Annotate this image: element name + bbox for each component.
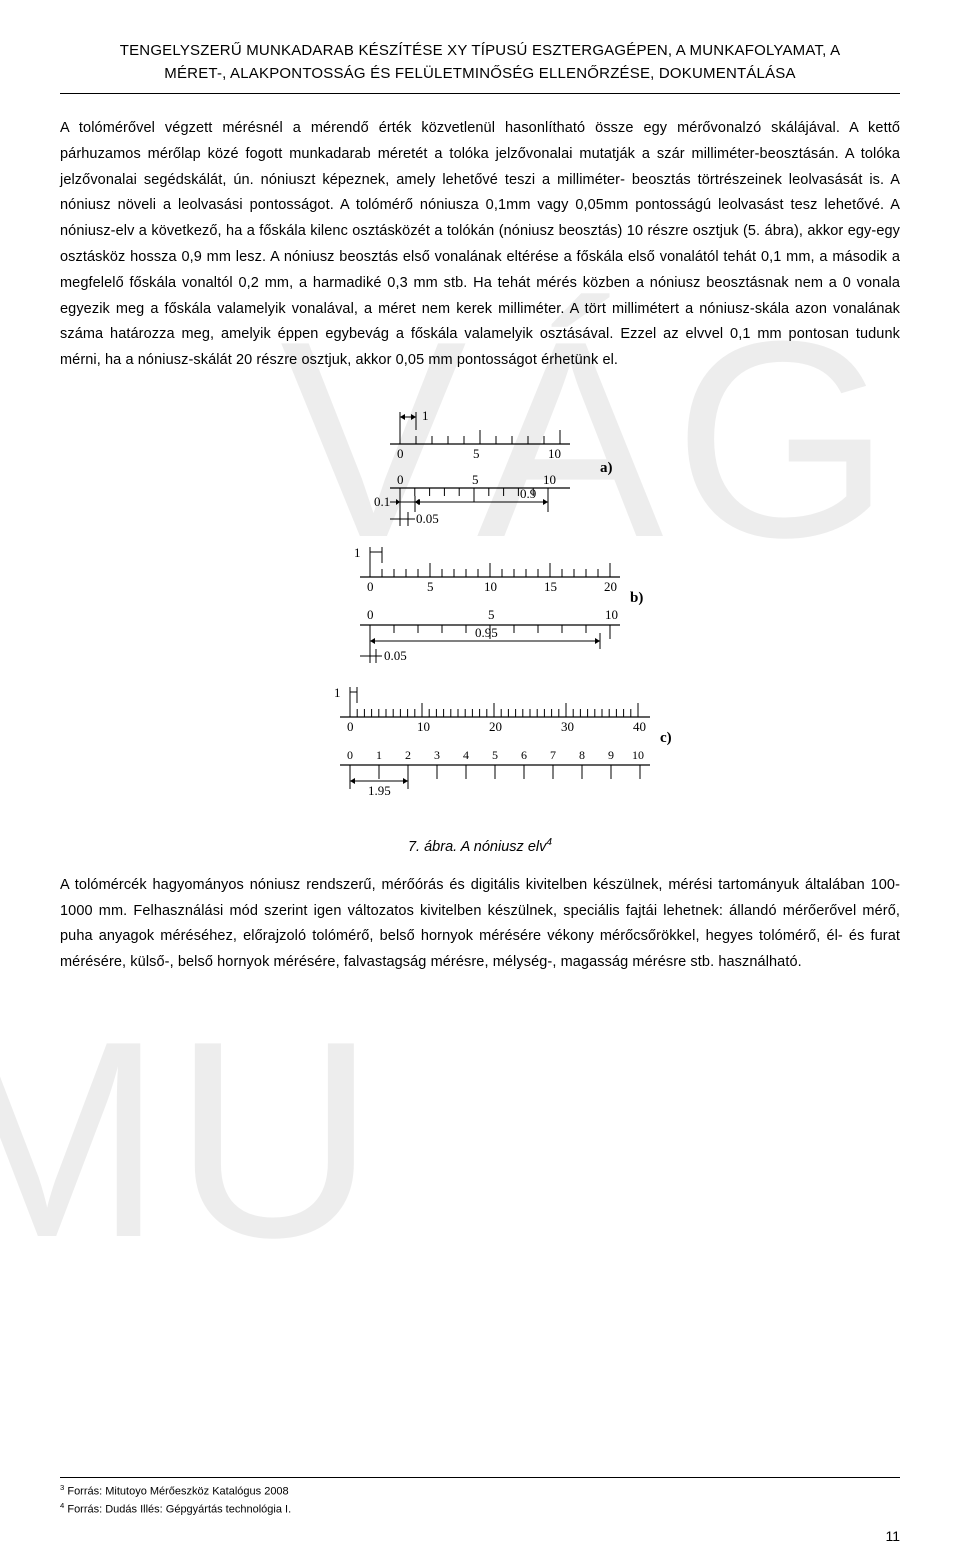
watermark-text: MU (0, 980, 385, 1301)
page-header: TENGELYSZERŰ MUNKADARAB KÉSZÍTÉSE XY TÍP… (60, 40, 900, 94)
figure-caption: 7. ábra. A nóniusz elv4 (60, 837, 900, 855)
header-line-1: TENGELYSZERŰ MUNKADARAB KÉSZÍTÉSE XY TÍP… (60, 40, 900, 63)
svg-text:7: 7 (550, 748, 556, 762)
svg-text:0: 0 (347, 719, 354, 734)
svg-text:1.95: 1.95 (368, 783, 391, 798)
paragraph-2: A tolómércék hagyományos nóniusz rendsze… (60, 873, 900, 976)
svg-text:10: 10 (484, 579, 497, 594)
svg-text:40: 40 (633, 719, 646, 734)
svg-text:10: 10 (632, 748, 644, 762)
svg-text:0: 0 (347, 748, 353, 762)
svg-text:0.1: 0.1 (374, 494, 390, 509)
svg-text:5: 5 (427, 579, 434, 594)
svg-text:3: 3 (434, 748, 440, 762)
svg-text:2: 2 (405, 748, 411, 762)
footnote-4: 4 Forrás: Dudás Illés: Gépgyártás techno… (60, 1500, 900, 1518)
footnotes: 3 Forrás: Mitutoyo Mérőeszköz Katalógus … (60, 1477, 900, 1518)
dim-1-a: 1 (422, 408, 429, 423)
svg-text:5: 5 (488, 607, 495, 622)
label-a: a) (600, 460, 613, 476)
svg-text:0: 0 (367, 607, 374, 622)
paragraph-1: A tolómérővel végzett mérésnél a mérendő… (60, 116, 900, 374)
svg-text:1: 1 (334, 685, 341, 700)
vernier-diagram-svg: 1 0 5 10 0 5 10 0.1 (270, 402, 690, 822)
label-c: c) (660, 730, 672, 746)
svg-text:20: 20 (489, 719, 502, 734)
svg-text:8: 8 (579, 748, 585, 762)
svg-text:4: 4 (463, 748, 469, 762)
svg-text:30: 30 (561, 719, 574, 734)
svg-text:20: 20 (604, 579, 617, 594)
svg-text:1: 1 (376, 748, 382, 762)
svg-text:0.9: 0.9 (520, 486, 536, 501)
svg-text:5: 5 (492, 748, 498, 762)
page-number: 11 (885, 1528, 900, 1544)
svg-text:0.95: 0.95 (475, 625, 498, 640)
svg-text:0: 0 (397, 446, 404, 461)
footnote-3: 3 Forrás: Mitutoyo Mérőeszköz Katalógus … (60, 1482, 900, 1500)
svg-text:6: 6 (521, 748, 527, 762)
svg-text:0: 0 (397, 472, 404, 487)
svg-text:9: 9 (608, 748, 614, 762)
svg-text:10: 10 (543, 472, 556, 487)
figure-7: 1 0 5 10 0 5 10 0.1 (60, 402, 900, 855)
header-line-2: MÉRET-, ALAKPONTOSSÁG ÉS FELÜLETMINŐSÉG … (60, 63, 900, 86)
svg-text:0.05: 0.05 (416, 511, 439, 526)
svg-text:10: 10 (605, 607, 618, 622)
svg-text:0: 0 (367, 579, 374, 594)
svg-text:1: 1 (354, 545, 361, 560)
svg-text:10: 10 (417, 719, 430, 734)
svg-text:15: 15 (544, 579, 557, 594)
svg-text:5: 5 (473, 446, 480, 461)
label-b: b) (630, 590, 643, 606)
svg-text:10: 10 (548, 446, 561, 461)
svg-text:5: 5 (472, 472, 479, 487)
svg-text:0.05: 0.05 (384, 648, 407, 663)
